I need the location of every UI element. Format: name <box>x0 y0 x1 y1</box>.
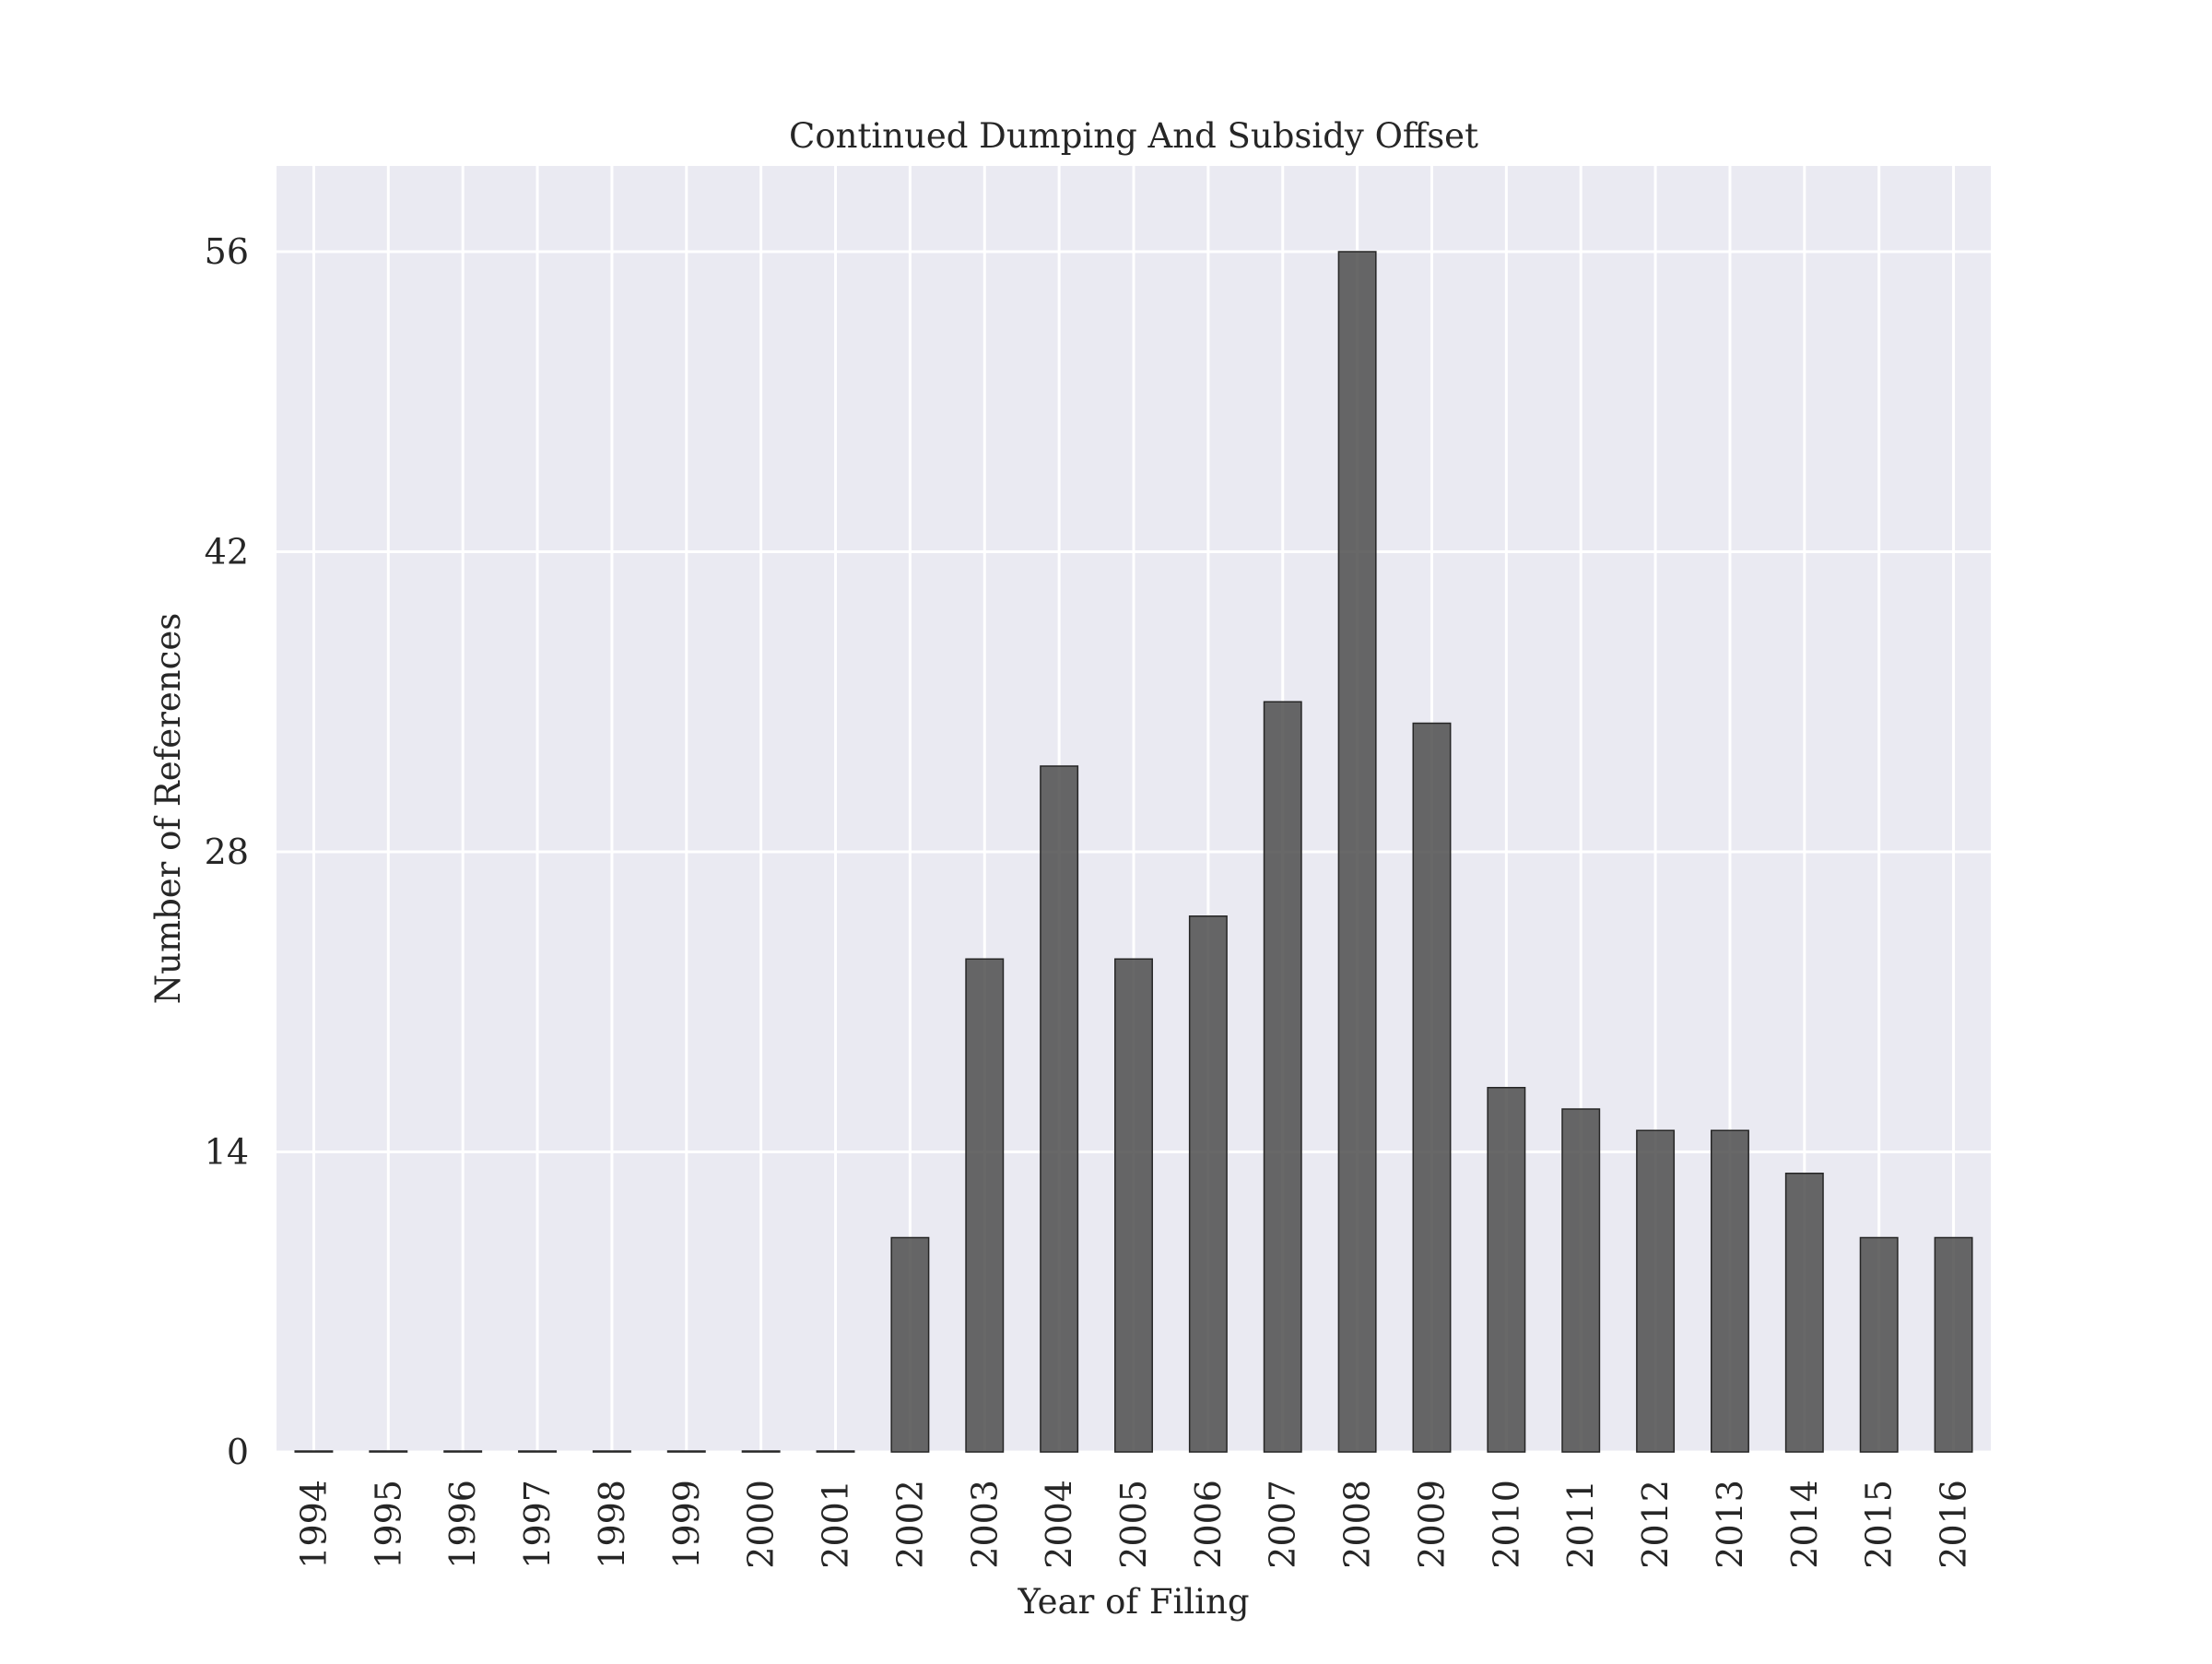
x-tick-label: 2011 <box>1560 1480 1601 1569</box>
x-tick-label: 2012 <box>1635 1480 1676 1569</box>
x-tick-label: 2003 <box>964 1480 1005 1569</box>
bar-1996 <box>443 1450 483 1453</box>
bar-2010 <box>1487 1087 1526 1453</box>
x-tick-label: 1996 <box>442 1480 483 1569</box>
bar-1995 <box>369 1450 408 1453</box>
bar-2003 <box>965 958 1005 1453</box>
x-tick-label: 1997 <box>517 1480 558 1569</box>
y-tick-label: 28 <box>205 832 249 872</box>
bar-1999 <box>666 1450 706 1453</box>
bar-2000 <box>741 1450 781 1453</box>
bar-2011 <box>1561 1108 1601 1453</box>
x-axis-label: Year of Filing <box>1017 1582 1249 1622</box>
x-tick-label: 2009 <box>1411 1480 1452 1569</box>
x-tick-label: 2001 <box>816 1480 856 1569</box>
x-tick-label: 2000 <box>741 1480 782 1569</box>
x-tick-label: 1995 <box>368 1480 408 1569</box>
x-tick-label: 2008 <box>1337 1480 1378 1569</box>
bar-2014 <box>1784 1173 1824 1453</box>
y-tick-label: 14 <box>205 1132 249 1173</box>
x-tick-label: 1994 <box>293 1480 334 1569</box>
bar-2016 <box>1934 1236 1973 1453</box>
y-tick-label: 56 <box>205 231 249 272</box>
x-tick-label: 1998 <box>592 1480 632 1569</box>
chart-title: Continued Dumping And Subsidy Offset <box>789 116 1478 156</box>
x-tick-label: 2016 <box>1934 1480 1974 1569</box>
y-axis-label: Number of References <box>148 613 188 1004</box>
x-tick-label: 2010 <box>1486 1480 1526 1569</box>
bar-2015 <box>1859 1236 1899 1453</box>
bar-2013 <box>1710 1129 1749 1453</box>
bar-1998 <box>592 1450 631 1453</box>
x-tick-labels: 1994 1995 1996 1997 1998 1999 2000 2001 2002 2003… <box>293 1480 1973 1569</box>
y-tick-label: 42 <box>205 532 249 572</box>
bar-2005 <box>1114 958 1153 1453</box>
x-tick-label: 2007 <box>1263 1480 1303 1569</box>
x-tick-label: 2013 <box>1710 1480 1750 1569</box>
bar-1997 <box>518 1450 558 1453</box>
x-tick-label: 2014 <box>1784 1480 1825 1569</box>
bar-2007 <box>1263 701 1302 1453</box>
bar-1994 <box>294 1450 334 1453</box>
bar-2012 <box>1636 1129 1676 1453</box>
x-tick-label: 2015 <box>1859 1480 1900 1569</box>
x-tick-label: 2002 <box>889 1480 930 1569</box>
y-tick-labels: 0 14 28 42 56 <box>205 231 249 1472</box>
bar-2002 <box>890 1236 930 1453</box>
x-tick-label: 1999 <box>666 1480 707 1569</box>
x-tick-label: 2005 <box>1113 1480 1154 1569</box>
bars <box>294 251 1973 1453</box>
x-tick-label: 2004 <box>1039 1480 1079 1569</box>
bar-2008 <box>1337 251 1377 1453</box>
x-tick-label: 2006 <box>1188 1480 1229 1569</box>
bar-2006 <box>1188 915 1228 1453</box>
bar-2001 <box>816 1450 855 1453</box>
bar-2009 <box>1412 722 1452 1453</box>
bar-2004 <box>1040 765 1079 1453</box>
y-tick-label: 0 <box>227 1432 249 1472</box>
